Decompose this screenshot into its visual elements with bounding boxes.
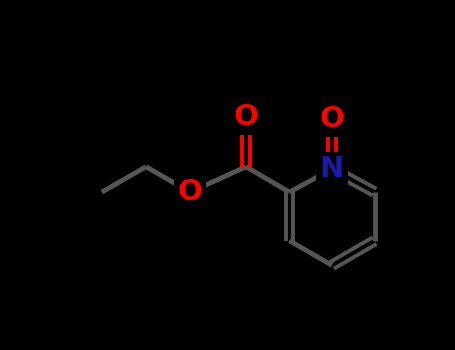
Text: O: O (319, 105, 344, 133)
Text: O: O (178, 178, 202, 206)
Text: N: N (320, 155, 344, 183)
Text: O: O (233, 104, 258, 132)
